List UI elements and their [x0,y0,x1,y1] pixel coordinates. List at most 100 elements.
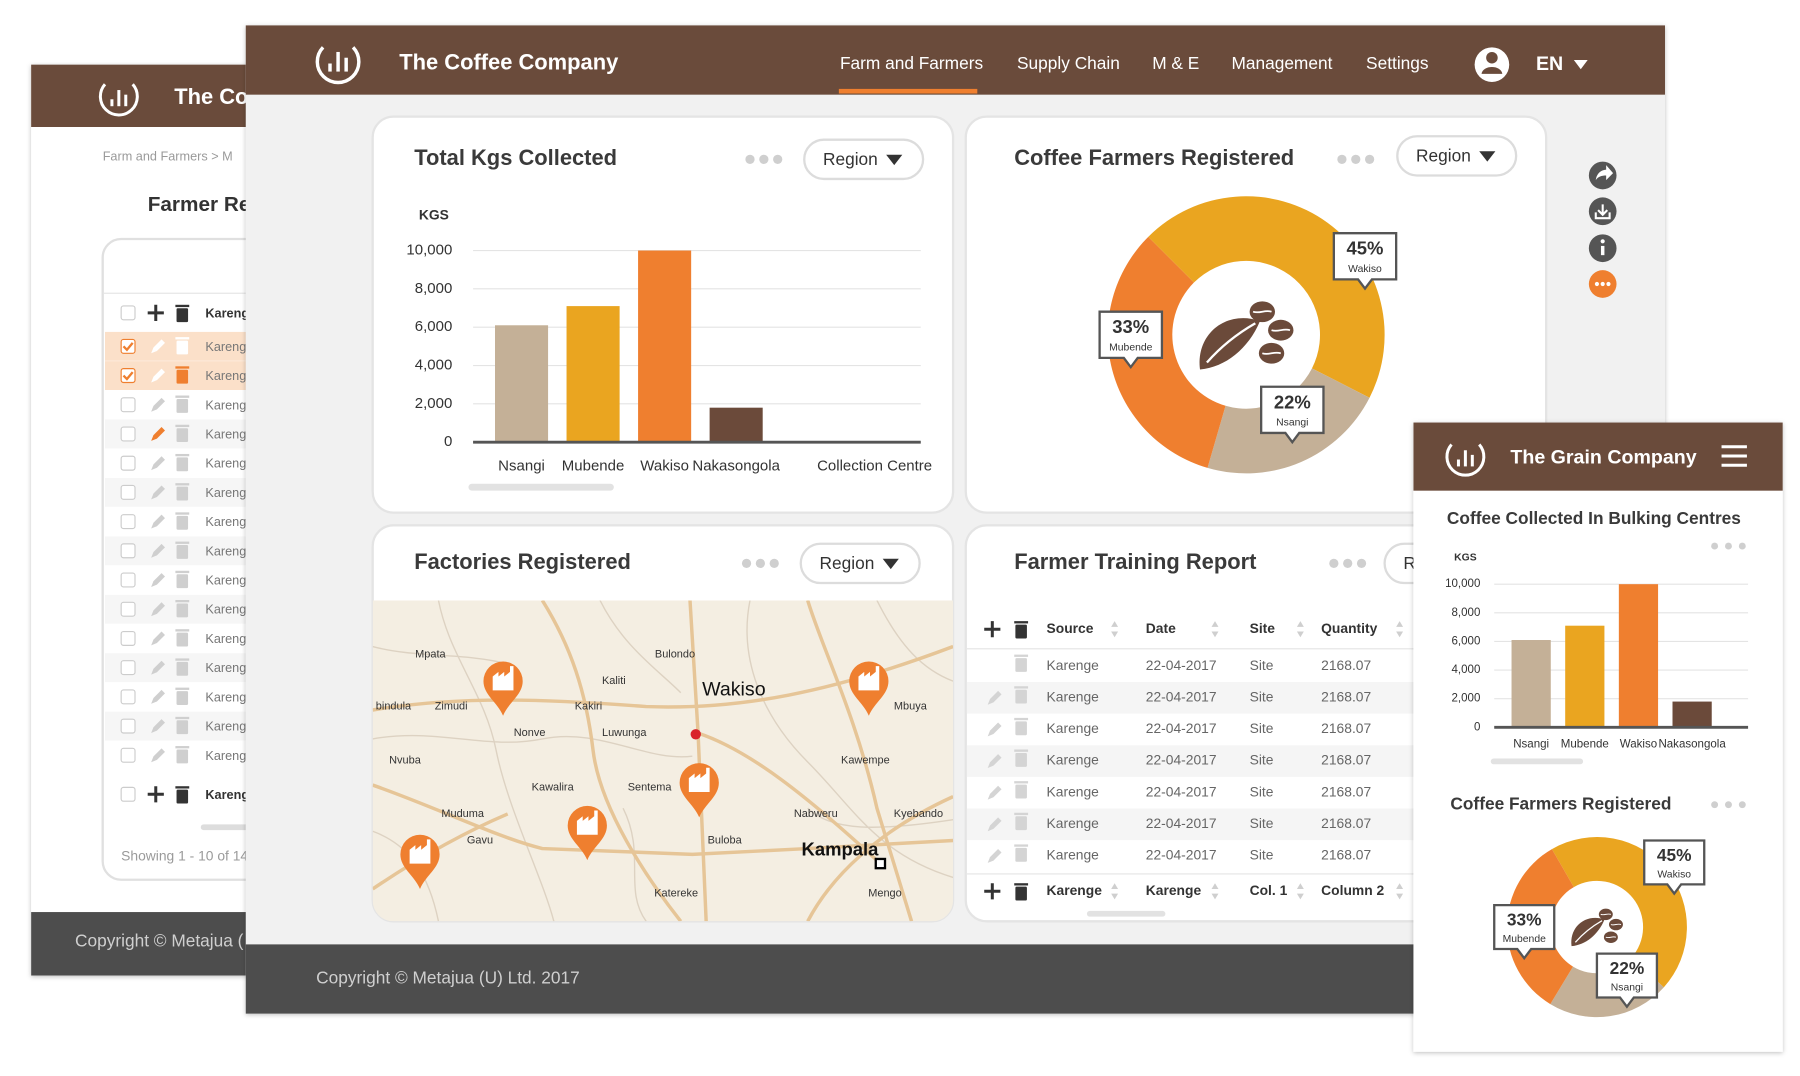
checkbox[interactable] [120,543,136,559]
edit-icon[interactable] [987,817,1002,832]
checkbox[interactable] [120,630,136,646]
edit-icon[interactable] [151,543,165,558]
edit-icon[interactable] [987,785,1002,800]
add-icon[interactable] [984,883,1001,900]
delete-icon[interactable] [176,457,189,472]
checkbox[interactable] [120,572,136,588]
delete-icon[interactable] [176,789,189,804]
add-icon[interactable] [147,786,164,803]
delete-icon[interactable] [176,515,189,530]
delete-icon[interactable] [176,398,189,413]
delete-icon[interactable] [176,308,189,323]
sort-icon[interactable] [1396,883,1404,900]
filter-button[interactable] [799,542,921,585]
edit-icon[interactable] [151,573,165,587]
delete-icon[interactable] [176,574,189,589]
decoration [1600,239,1605,244]
checkbox[interactable] [120,786,136,802]
add-icon[interactable] [147,304,164,321]
edit-icon[interactable] [151,689,165,704]
edit-icon[interactable] [987,754,1002,768]
checkbox[interactable] [120,426,136,442]
delete-icon[interactable] [1015,847,1027,862]
filter-button[interactable] [1396,135,1518,177]
delete-icon[interactable] [1015,689,1027,704]
edit-icon[interactable] [151,631,165,646]
edit-icon[interactable] [151,719,165,733]
sort-icon[interactable] [1211,883,1219,900]
checkbox[interactable] [120,514,136,530]
nav-item[interactable]: Settings [1366,53,1429,73]
edit-icon[interactable] [151,602,165,617]
sort-icon[interactable] [1111,621,1119,638]
edit-icon[interactable] [987,722,1002,737]
delete-icon[interactable] [176,603,189,618]
delete-icon[interactable] [176,340,189,355]
checkbox[interactable] [120,718,136,734]
checkbox[interactable] [120,397,136,413]
checkbox[interactable] [120,338,136,354]
sort-icon[interactable] [1296,883,1304,900]
check [122,342,134,352]
edit-icon[interactable] [151,660,165,675]
edit-icon[interactable] [151,748,165,763]
delete-icon[interactable] [1015,816,1027,831]
delete-icon[interactable] [176,749,189,764]
checkbox[interactable] [120,305,136,321]
delete-icon[interactable] [1015,784,1027,799]
nav-item[interactable]: Management [1231,53,1332,73]
delete-icon[interactable] [176,691,189,705]
delete-icon[interactable] [1015,886,1027,901]
column-header[interactable]: Quantity [1321,620,1377,636]
edit-icon[interactable] [151,514,165,529]
delete-icon[interactable] [1015,658,1027,672]
filter-label[interactable]: Region [820,553,875,573]
delete-icon[interactable] [176,661,189,676]
delete-icon[interactable] [1015,752,1027,767]
checkbox[interactable] [120,368,136,384]
decoration [437,600,555,922]
edit-icon[interactable] [987,690,1002,705]
delete-icon[interactable] [176,632,189,647]
data-label: 33% [1112,316,1149,337]
edit-icon[interactable] [987,849,1002,863]
delete-icon[interactable] [176,486,189,501]
filter-label[interactable]: Region [823,149,878,169]
checkbox[interactable] [120,601,136,617]
edit-icon[interactable] [151,456,165,471]
sort-icon[interactable] [1396,621,1404,638]
checkbox[interactable] [120,747,136,763]
nav-item[interactable]: M & E [1152,53,1199,73]
delete-icon[interactable] [1015,624,1027,639]
delete-icon[interactable] [176,369,189,384]
column-header[interactable]: Source [1047,620,1094,636]
filter-label[interactable]: Region [1416,146,1471,166]
add-icon[interactable] [984,621,1001,638]
sort-icon[interactable] [1211,621,1219,638]
checkbox[interactable] [120,484,136,500]
column-header[interactable]: Site [1250,620,1276,636]
coffee-icon [1199,301,1294,370]
decoration [1206,322,1256,364]
edit-icon[interactable] [151,339,165,354]
delete-icon[interactable] [176,428,189,443]
edit-icon[interactable] [151,397,165,412]
checkbox[interactable] [120,689,136,705]
edit-icon[interactable] [151,368,165,383]
delete-icon[interactable] [176,720,189,735]
nav-item[interactable]: Farm and Farmers [840,53,984,73]
edit-icon[interactable] [151,485,165,500]
sort-icon[interactable] [1296,621,1304,638]
column-header[interactable]: Date [1146,620,1176,636]
delete-icon[interactable] [176,545,189,559]
checkbox[interactable] [120,455,136,471]
card-title: Coffee Farmers Registered [1450,793,1671,813]
edit-icon[interactable] [151,427,165,441]
sort-icon[interactable] [1111,883,1119,900]
cell: 22-04-2017 [1146,657,1217,673]
filter-button[interactable] [803,138,925,181]
nav-item[interactable]: Supply Chain [1017,53,1120,73]
checkbox[interactable] [120,660,136,676]
delete-icon[interactable] [1015,721,1027,736]
language[interactable]: EN [1536,53,1563,75]
